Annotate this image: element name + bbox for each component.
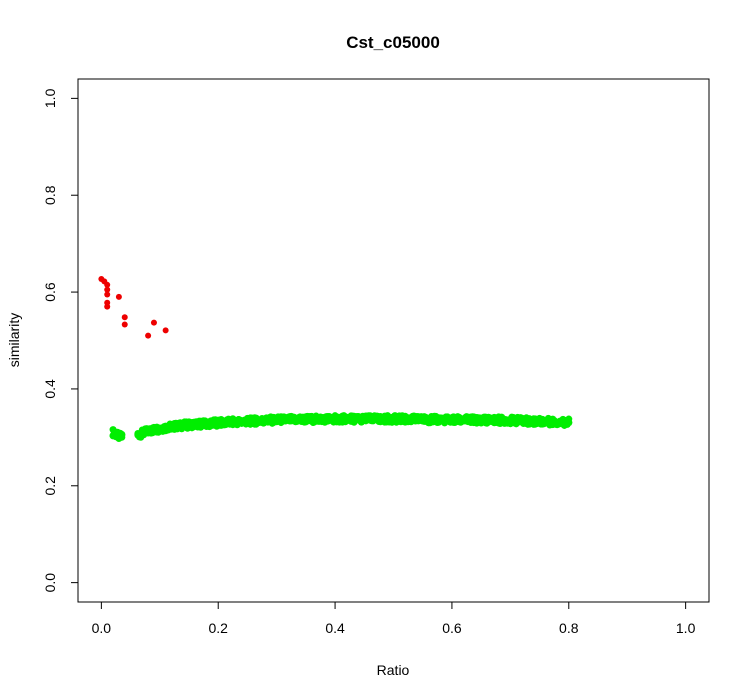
x-tick-label: 1.0: [676, 620, 696, 636]
y-tick-label: 0.4: [42, 379, 58, 399]
data-point: [121, 321, 128, 328]
x-tick-label: 0.2: [208, 620, 228, 636]
y-tick-label: 0.6: [42, 282, 58, 302]
x-tick-label: 0.0: [92, 620, 112, 636]
data-point: [150, 319, 157, 326]
y-tick-label: 0.8: [42, 185, 58, 205]
y-tick-label: 0.0: [42, 573, 58, 593]
x-tick-label: 0.8: [559, 620, 579, 636]
data-point: [565, 415, 573, 423]
data-point: [104, 303, 111, 310]
data-point: [145, 332, 152, 339]
y-axis-label: similarity: [6, 313, 22, 367]
data-point: [104, 291, 111, 298]
y-tick-label: 1.0: [42, 88, 58, 108]
data-point: [104, 286, 111, 293]
x-tick-label: 0.4: [325, 620, 345, 636]
y-tick-label: 0.2: [42, 476, 58, 496]
data-point: [118, 430, 126, 438]
x-axis: 0.0 0.2 0.4 0.6 0.8 1.0: [92, 601, 696, 636]
data-point: [115, 293, 122, 300]
data-points: [98, 275, 573, 443]
data-point: [104, 281, 111, 288]
data-point: [121, 314, 128, 321]
plot-frame: [77, 78, 710, 603]
x-axis-label: Ratio: [377, 662, 410, 678]
x-tick-label: 0.6: [442, 620, 462, 636]
y-axis: 0.0 0.2 0.4 0.6 0.8 1.0: [42, 88, 79, 593]
chart-title: Cst_c05000: [346, 33, 440, 52]
data-point: [162, 327, 169, 334]
